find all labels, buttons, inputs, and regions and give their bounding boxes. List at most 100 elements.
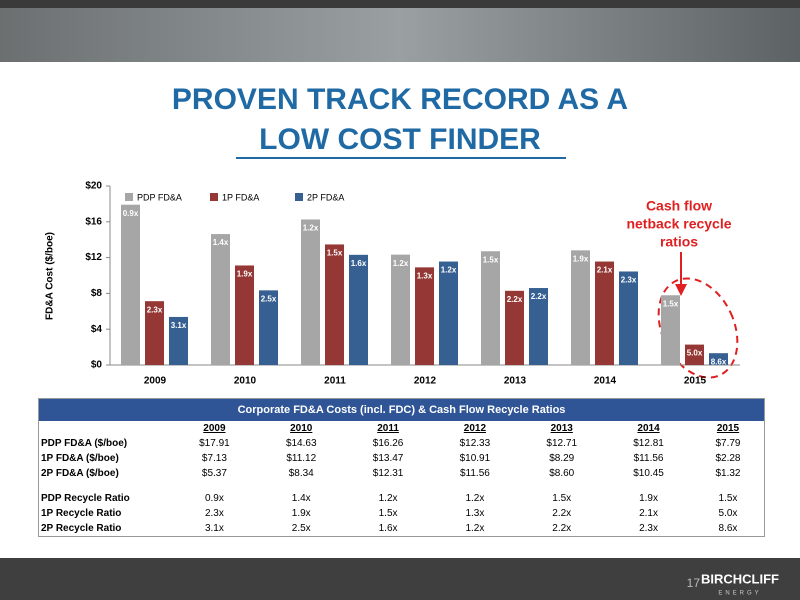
legend-swatch [125,193,133,201]
table-cell: 2.3x [639,523,658,534]
table-cell: 5.0x [718,508,738,519]
table-cell: 1.9x [291,508,311,519]
table-row: 2009 2010 2011 2012 2013 2014 2015 [39,421,765,436]
table-row: 1P Recycle Ratio 2.3x 1.9x 1.5x 1.3x 2.2x 2.1x… [39,506,765,521]
table-cell: $1.32 [715,468,741,479]
logo-sub: ENERGY [718,591,761,597]
bar-label: 2.2x [507,295,523,304]
bar [619,271,638,365]
bar-label: 1.9x [573,254,589,263]
bar [529,288,548,365]
table-cell: 2.2x [552,508,572,519]
bar-label: 1.6x [351,259,367,268]
table-cell: $17.91 [199,438,230,449]
table-cell: $8.29 [549,453,575,464]
table-cell: 1.5x [378,508,398,519]
bar-label: 8.6x [711,357,727,366]
bar [571,250,590,365]
table-cell: 1.3x [465,508,485,519]
bar-label: 1.2x [303,224,319,233]
table-cell [39,421,172,436]
table-cell: $10.91 [459,453,491,464]
table-cell: 2010 [290,423,313,434]
data-table: Corporate FD&A Costs (incl. FDC) & Cash … [38,398,765,537]
table-row: PDP FD&A ($/boe) $17.91 $14.63 $16.26 $12.33… [39,436,765,451]
legend-label: PDP FD&A [137,192,182,202]
arrow-head [675,284,687,296]
table-cell [345,481,432,491]
bar [685,344,704,365]
bar [595,261,614,365]
bar [301,219,320,365]
table-cell: 1.4x [291,493,311,504]
table-cell: $12.33 [459,438,491,449]
table-cell: 2015 [716,423,740,434]
bar-label: 2.3x [147,305,163,314]
table-cell: 1.5x [552,493,572,504]
y-tick-label: $12 [85,252,102,263]
table-cell: 0.9x [204,493,224,504]
table-cell: $13.47 [372,453,404,464]
table-cell: 1.2x [465,493,485,504]
bar-label: 1.5x [663,299,679,308]
title-line: LOW COST FINDER [259,123,541,156]
page-number: 17 [687,576,701,590]
table-cell: 2012 [463,423,487,434]
y-axis-label: FD&A Cost ($/boe) [45,232,56,320]
bar-label: 5.0x [687,349,703,358]
bar-label: 1.5x [327,249,343,258]
header-photo [0,0,800,62]
table-cell: 1.2x [378,493,398,504]
table-cell: 2P FD&A ($/boe) [41,468,119,479]
y-tick-label: $16 [85,216,102,227]
table-cell [171,481,258,491]
bar-label: 1.4x [213,238,229,247]
table-cell [258,481,345,491]
table-cell: $14.63 [285,438,317,449]
annotation-line: netback recycle [626,216,731,232]
bar-label: 2.2x [531,292,547,301]
footer-band [0,558,800,600]
table-cell: 8.6x [718,523,738,534]
table-cell [431,481,518,491]
bar [121,204,140,365]
table-row [39,481,765,491]
table-cell: 2009 [203,423,226,434]
table-cell: 1.5x [718,493,738,504]
table-cell: $11.56 [459,468,490,479]
table-cell: $2.28 [715,453,741,464]
bar-label: 0.9x [123,209,139,218]
table-cell: 1.2x [465,523,485,534]
table-row: 2P Recycle Ratio 3.1x 2.5x 1.6x 1.2x 2.2x 2.3x… [39,521,765,537]
x-tick-label: 2011 [324,376,346,387]
bar [505,290,524,365]
table-row: 2P FD&A ($/boe) $5.37 $8.34 $12.31 $11.56 $8.… [39,466,765,481]
table-cell [39,481,172,491]
table-cell: PDP Recycle Ratio [41,493,130,504]
table-cell: PDP FD&A ($/boe) [41,438,128,449]
y-tick-label: $4 [91,324,103,335]
legend-label: 2P FD&A [307,192,344,202]
table-cell: 2.3x [204,508,224,519]
bar [211,234,230,365]
table-cell [518,481,605,491]
bar-label: 1.5x [483,255,499,264]
table-cell: 1.9x [639,493,658,504]
table-cell [605,481,692,491]
logo: BIRCHCLIFF [701,571,779,586]
annotation-line: Cash flow [646,198,712,214]
header-band [0,0,800,8]
bar [439,261,458,365]
table-cell: $12.31 [372,468,404,479]
bar-label: 1.2x [441,266,457,275]
bar [169,316,188,365]
bar-label: 2.3x [621,276,637,285]
table-cell: 1P Recycle Ratio [41,508,122,519]
legend-swatch [295,193,303,201]
x-tick-label: 2013 [504,376,527,387]
table-cell: $16.26 [372,438,404,449]
bar [415,267,434,365]
x-tick-label: 2012 [414,376,437,387]
